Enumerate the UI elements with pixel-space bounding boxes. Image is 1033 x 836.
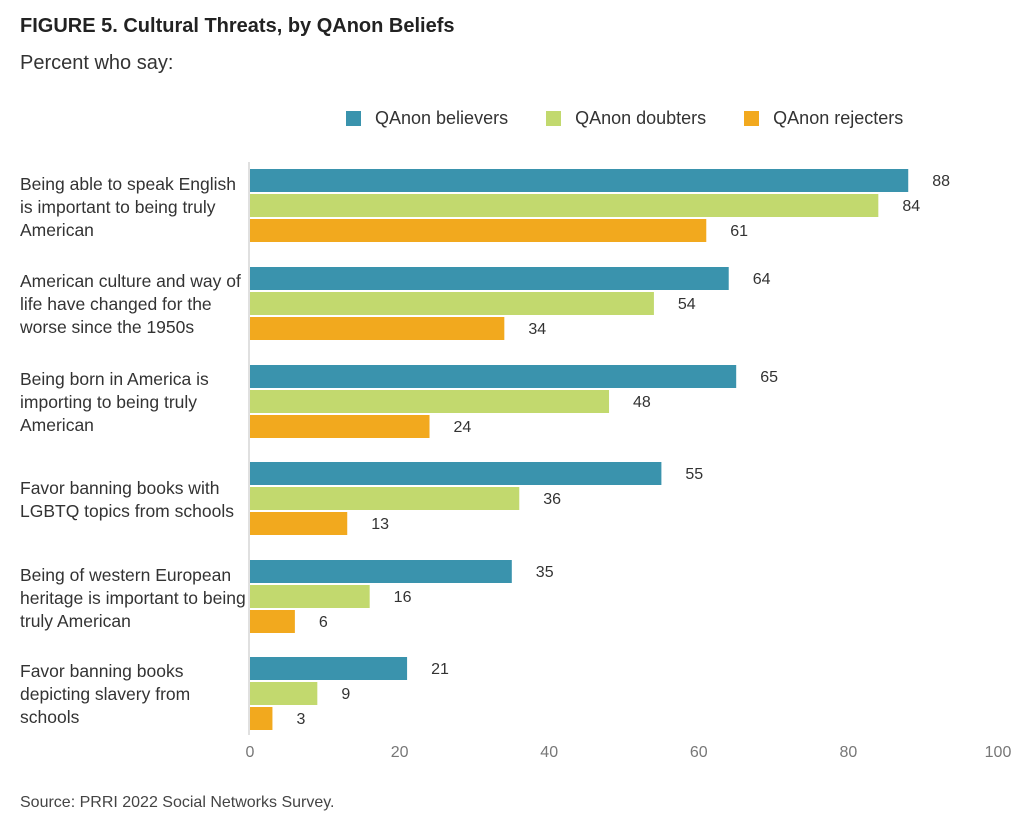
data-label-doubters-1: 54	[678, 296, 696, 313]
figure-subtitle: Percent who say:	[20, 52, 174, 74]
category-label-lgbtq-books: Favor banning books with LGBTQ topics fr…	[20, 478, 234, 521]
legend-label-doubters: QAnon doubters	[575, 108, 707, 128]
bar-rejecters-5	[250, 707, 273, 730]
bar-believers-3	[250, 462, 662, 485]
bar-doubters-0	[250, 194, 879, 217]
data-label-doubters-5: 9	[341, 686, 350, 703]
category-label-european: Being of western European heritage is im…	[20, 565, 246, 631]
data-label-doubters-0: 84	[902, 198, 920, 215]
data-label-rejecters-2: 24	[454, 419, 472, 436]
bar-doubters-1	[250, 292, 654, 315]
chart-legend: QAnon believers QAnon doubters QAnon rej…	[346, 108, 903, 129]
bar-rejecters-4	[250, 610, 295, 633]
source-note: Source: PRRI 2022 Social Networks Survey…	[20, 794, 335, 811]
category-label-english: Being able to speak English is important…	[20, 174, 236, 240]
data-label-rejecters-1: 34	[528, 321, 546, 338]
bar-rejecters-2	[250, 415, 430, 438]
data-label-believers-1: 64	[753, 271, 771, 288]
legend-item-doubters: QAnon doubters	[546, 108, 706, 129]
data-label-doubters-2: 48	[633, 394, 651, 411]
bar-believers-4	[250, 560, 512, 583]
data-label-doubters-3: 36	[543, 491, 561, 508]
x-tick-label-20: 20	[391, 744, 409, 761]
bar-doubters-2	[250, 390, 610, 413]
data-label-rejecters-3: 13	[371, 516, 389, 533]
data-label-rejecters-4: 6	[319, 614, 328, 631]
bar-believers-1	[250, 267, 729, 290]
bar-rejecters-1	[250, 317, 505, 340]
data-label-believers-3: 55	[685, 466, 703, 483]
data-label-believers-0: 88	[932, 173, 950, 190]
bar-doubters-3	[250, 487, 520, 510]
bar-rejecters-0	[250, 219, 707, 242]
bar-believers-5	[250, 657, 408, 680]
data-label-rejecters-0: 61	[730, 223, 748, 240]
legend-swatch-believers	[346, 111, 361, 126]
data-label-believers-2: 65	[760, 369, 778, 386]
data-label-rejecters-5: 3	[296, 711, 305, 728]
x-tick-label-100: 100	[985, 744, 1012, 761]
category-label-slavery-books: Favor banning books depicting slavery fr…	[20, 661, 191, 727]
bar-doubters-5	[250, 682, 318, 705]
legend-item-believers: QAnon believers	[346, 108, 508, 129]
bar-rejecters-3	[250, 512, 348, 535]
data-label-believers-4: 35	[536, 564, 554, 581]
bar-doubters-4	[250, 585, 370, 608]
data-label-believers-5: 21	[431, 661, 449, 678]
category-label-culture: American culture and way of life have ch…	[20, 271, 241, 337]
legend-label-rejecters: QAnon rejecters	[773, 108, 904, 128]
legend-swatch-rejecters	[744, 111, 760, 126]
x-tick-label-0: 0	[246, 744, 255, 761]
legend-label-believers: QAnon believers	[375, 108, 509, 128]
x-tick-label-60: 60	[690, 744, 708, 761]
x-tick-label-40: 40	[540, 744, 558, 761]
bar-believers-2	[250, 365, 737, 388]
category-label-born: Being born in America is importing to be…	[20, 369, 209, 435]
data-label-doubters-4: 16	[394, 589, 412, 606]
x-tick-label-80: 80	[840, 744, 858, 761]
legend-item-rejecters: QAnon rejecters	[744, 108, 903, 129]
figure-title: FIGURE 5. Cultural Threats, by QAnon Bel…	[20, 15, 455, 37]
bar-believers-0	[250, 169, 909, 192]
legend-swatch-doubters	[546, 111, 562, 126]
